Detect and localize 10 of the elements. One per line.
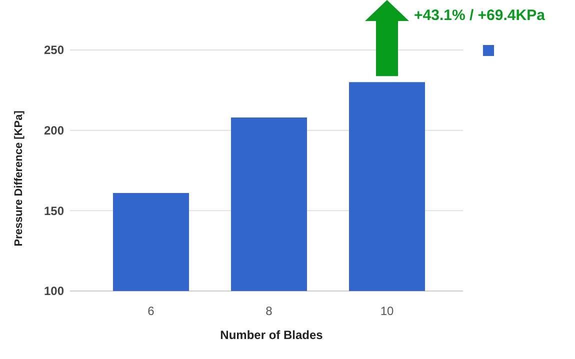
x-axis-title: Number of Blades: [220, 328, 324, 342]
x-tick-label: 6: [148, 304, 155, 318]
y-tick-label: 250: [44, 43, 64, 58]
y-tick-label: 150: [44, 204, 64, 218]
x-tick-label: 10: [380, 304, 394, 318]
y-tick-label: 200: [44, 124, 64, 138]
y-tick-label: 100: [44, 284, 64, 298]
x-tick-label: 8: [266, 304, 273, 318]
text: +43.1% / +69.4KPa: [414, 7, 546, 24]
y-axis-title: Pressure Difference [KPa]: [13, 110, 25, 246]
